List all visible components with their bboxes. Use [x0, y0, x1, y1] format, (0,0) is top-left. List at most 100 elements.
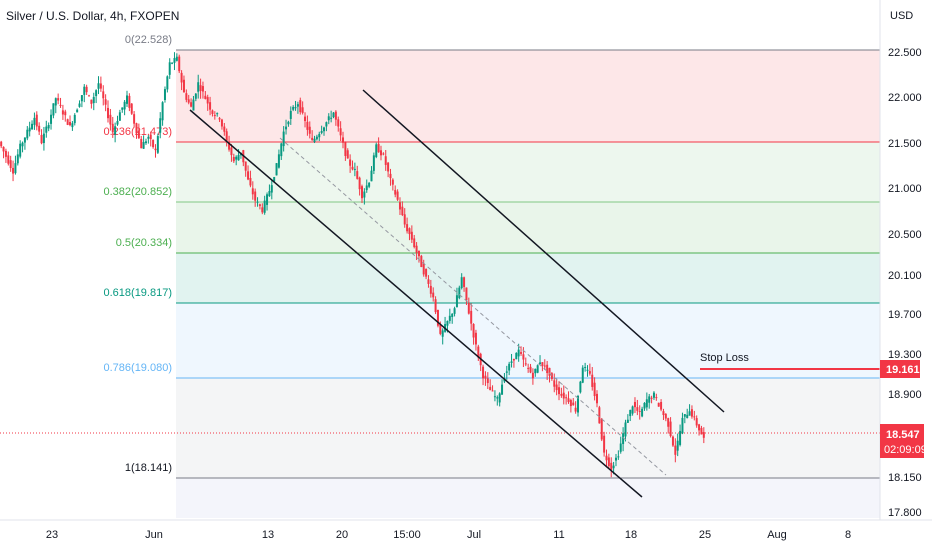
- candle-body: [389, 173, 392, 179]
- candle-body: [491, 390, 494, 392]
- candle-body: [391, 179, 394, 185]
- candle-body: [66, 119, 69, 125]
- last-price-badge: [880, 424, 924, 458]
- candle-body: [690, 409, 693, 417]
- candle-body: [7, 155, 10, 164]
- candle-body: [622, 433, 625, 445]
- candle-body: [282, 131, 285, 147]
- candle-body: [567, 398, 570, 403]
- candle-body: [531, 372, 534, 379]
- candle-body: [228, 141, 231, 150]
- candle-body: [360, 186, 363, 199]
- candle-body: [522, 354, 525, 360]
- candle-body: [31, 123, 34, 130]
- candle-body: [610, 462, 613, 470]
- candle-body: [448, 315, 451, 321]
- candle-body: [251, 188, 254, 195]
- candles: [0, 52, 705, 478]
- candle-body: [90, 99, 93, 104]
- candle-body: [482, 366, 485, 379]
- candle-body: [327, 116, 330, 121]
- candle-body: [289, 110, 292, 119]
- candle-body: [458, 287, 461, 299]
- candle-body: [249, 177, 252, 186]
- candle-body: [21, 142, 24, 147]
- candle-body: [54, 98, 57, 106]
- candle-body: [679, 430, 682, 445]
- candle-body: [50, 114, 53, 124]
- x-tick-1: Jun: [145, 529, 163, 541]
- candle-body: [351, 166, 354, 170]
- candle-body: [403, 214, 406, 225]
- candle-body: [194, 93, 197, 99]
- candle-body: [688, 411, 691, 416]
- candle-body: [410, 231, 413, 240]
- candle-body: [550, 373, 553, 379]
- candle-body: [527, 367, 530, 369]
- currency-label: USD: [890, 10, 913, 22]
- candle-body: [368, 182, 371, 187]
- candle-body: [187, 99, 190, 103]
- candle-body: [154, 148, 157, 151]
- candle-body: [99, 83, 102, 89]
- candle-body: [102, 91, 105, 99]
- candle-body: [28, 127, 31, 132]
- candle-body: [178, 56, 181, 72]
- candle-body: [254, 191, 257, 201]
- candle-body: [645, 399, 648, 408]
- candle-body: [439, 324, 442, 334]
- fib-zone-2: [176, 202, 880, 253]
- candle-body: [304, 116, 307, 122]
- candle-body: [149, 134, 152, 140]
- candle-body: [344, 142, 347, 156]
- candle-body: [569, 400, 572, 407]
- candle-body: [237, 154, 240, 161]
- channel-mid-line: [279, 137, 667, 476]
- candle-body: [266, 194, 269, 205]
- candle-body: [363, 191, 366, 198]
- x-tick-9: Aug: [767, 529, 787, 541]
- stop-loss-value: 19.161: [886, 364, 920, 376]
- candle-body: [114, 126, 117, 135]
- candle-body: [220, 119, 223, 127]
- candle-body: [76, 109, 79, 113]
- candle-body: [603, 435, 606, 453]
- candle-body: [474, 332, 477, 345]
- candle-body: [185, 93, 188, 100]
- candle-body: [415, 245, 418, 253]
- candle-body: [337, 119, 340, 127]
- candle-body: [417, 250, 420, 257]
- candle-body: [197, 82, 200, 92]
- y-tick-6: 19.700: [888, 309, 922, 321]
- candle-body: [700, 427, 703, 435]
- candle-body: [664, 413, 667, 419]
- candle-body: [111, 123, 114, 133]
- candle-body: [648, 396, 651, 403]
- candle-body: [59, 104, 62, 106]
- candle-body: [325, 122, 328, 127]
- candle-body: [294, 107, 297, 109]
- candle-body: [408, 228, 411, 235]
- candle-body: [662, 411, 665, 416]
- x-tick-6: 11: [553, 529, 564, 541]
- candle-body: [626, 419, 629, 423]
- candle-body: [78, 103, 81, 107]
- candle-body: [581, 367, 584, 383]
- y-tick-4: 20.500: [888, 229, 922, 241]
- candle-body: [171, 62, 174, 64]
- candle-body: [631, 406, 634, 414]
- candle-body: [539, 362, 542, 364]
- candle-body: [192, 99, 195, 111]
- candle-body: [296, 104, 299, 107]
- candle-body: [546, 364, 549, 374]
- candle-body: [560, 393, 563, 396]
- candle-body: [144, 141, 147, 144]
- candle-body: [579, 381, 582, 393]
- candle-body: [695, 418, 698, 426]
- candle-body: [140, 139, 143, 149]
- channel-upper-line: [362, 89, 725, 413]
- candle-body: [512, 358, 515, 361]
- candle-body: [674, 445, 677, 455]
- fib-label-4: 0.618(19.817): [104, 287, 173, 299]
- candle-body: [607, 457, 610, 467]
